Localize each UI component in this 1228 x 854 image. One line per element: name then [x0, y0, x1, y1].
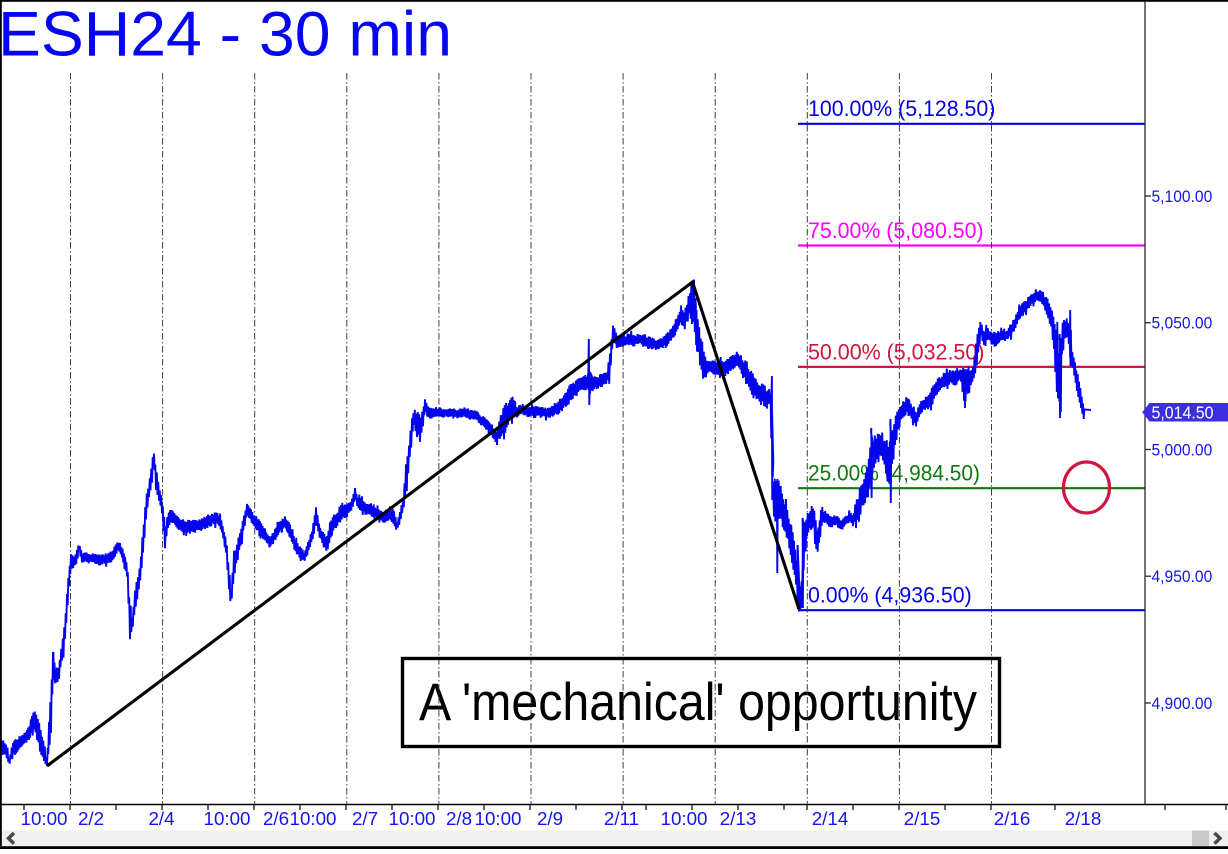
svg-text:5,014.50: 5,014.50 [1152, 403, 1214, 423]
svg-text:10:00: 10:00 [475, 808, 522, 829]
svg-text:5,050.00: 5,050.00 [1152, 314, 1213, 333]
svg-text:2/2: 2/2 [78, 808, 104, 829]
svg-text:2/15: 2/15 [904, 808, 941, 829]
svg-text:10:00: 10:00 [389, 808, 436, 829]
svg-text:25.00% (4,984.50): 25.00% (4,984.50) [808, 461, 980, 486]
svg-text:75.00% (5,080.50): 75.00% (5,080.50) [808, 218, 984, 243]
svg-text:50.00% (5,032.50): 50.00% (5,032.50) [808, 339, 984, 364]
svg-text:10:00: 10:00 [290, 808, 337, 829]
svg-text:10:00: 10:00 [21, 808, 68, 829]
svg-text:2/16: 2/16 [994, 808, 1031, 829]
svg-text:4,900.00: 4,900.00 [1152, 694, 1213, 713]
svg-text:2/7: 2/7 [352, 808, 378, 829]
svg-text:2/18: 2/18 [1065, 808, 1102, 829]
svg-text:ESH24 - 30 min: ESH24 - 30 min [0, 0, 452, 70]
svg-text:10:00: 10:00 [661, 808, 708, 829]
svg-text:0.00% (4,936.50): 0.00% (4,936.50) [808, 583, 972, 608]
svg-text:4,950.00: 4,950.00 [1152, 567, 1213, 586]
svg-text:2/9: 2/9 [537, 808, 563, 829]
svg-text:2/13: 2/13 [720, 808, 757, 829]
svg-text:10:00: 10:00 [204, 808, 251, 829]
svg-text:5,100.00: 5,100.00 [1152, 187, 1213, 206]
svg-text:5,000.00: 5,000.00 [1152, 441, 1213, 460]
svg-text:2/8: 2/8 [446, 808, 472, 829]
svg-text:100.00% (5,128.50): 100.00% (5,128.50) [808, 96, 995, 121]
svg-text:A 'mechanical' opportunity: A 'mechanical' opportunity [419, 673, 977, 732]
svg-text:2/4: 2/4 [148, 808, 174, 829]
svg-text:2/14: 2/14 [812, 808, 849, 829]
svg-text:2/11: 2/11 [604, 808, 639, 829]
svg-text:2/6: 2/6 [263, 808, 289, 829]
